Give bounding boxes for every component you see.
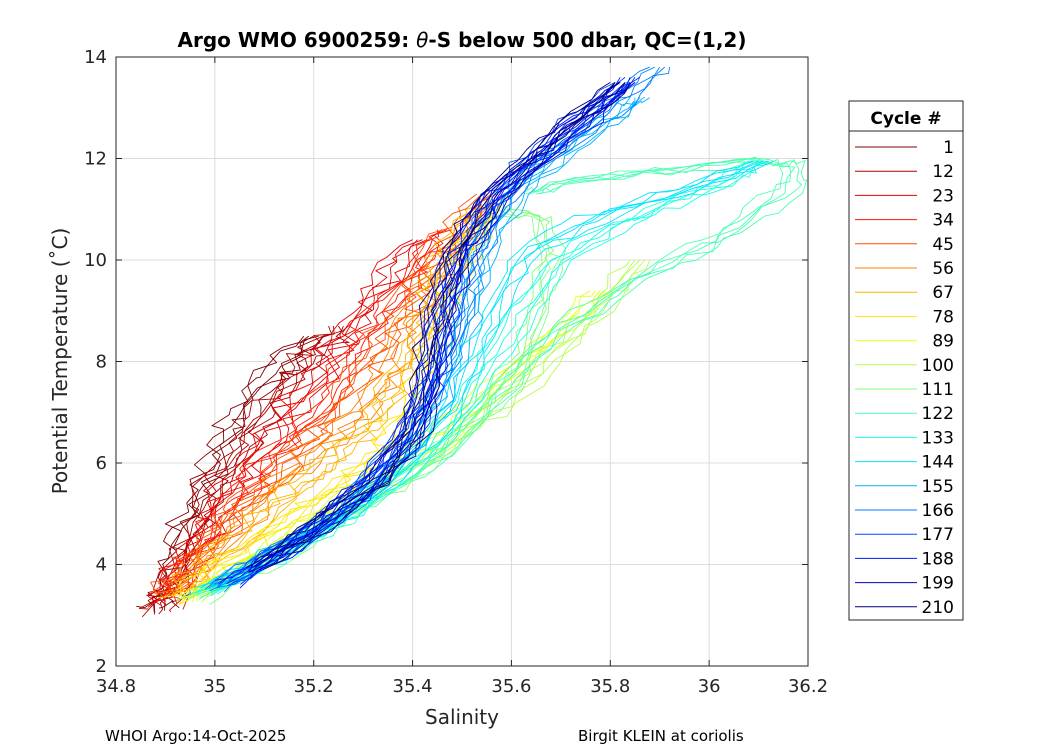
series-cycle-210: [245, 82, 631, 573]
legend: Cycle # 1 12 23 34 45 56 67 78 89 100 111 122 133 144…: [848, 100, 964, 621]
x-tick-label: 36.2: [788, 676, 828, 697]
chart-title: Argo WMO 6900259: θ-S below 500 dbar, QC…: [178, 28, 747, 52]
profile-line: [159, 335, 319, 609]
profile-line: [161, 229, 443, 598]
profile-line: [165, 193, 488, 594]
profile-line: [265, 82, 631, 569]
profile-line: [251, 82, 616, 573]
x-tick-label: 36: [698, 676, 721, 697]
legend-label-177: 177: [922, 525, 954, 545]
legend-label-45: 45: [932, 235, 954, 255]
legend-label-144: 144: [922, 453, 954, 473]
legend-label-56: 56: [932, 259, 954, 279]
profile-line: [228, 82, 626, 582]
legend-label-78: 78: [932, 307, 954, 327]
profile-line: [210, 160, 764, 597]
legend-box: [848, 100, 964, 621]
footer-right: Birgit KLEIN at coriolis: [578, 727, 744, 745]
profile-line: [253, 82, 621, 568]
profile-line: [200, 160, 764, 589]
profile-line: [225, 97, 651, 584]
profile-line: [165, 229, 453, 599]
profile-line: [157, 214, 480, 599]
profile-line: [158, 325, 344, 615]
profile-line: [209, 208, 567, 605]
grid: [116, 57, 808, 666]
x-tick-label: 35.4: [393, 676, 433, 697]
data-series: [136, 66, 808, 618]
profile-line: [211, 160, 774, 592]
profile-line: [210, 160, 808, 594]
y-tick-label: 10: [84, 250, 107, 271]
profile-line: [217, 160, 769, 595]
legend-title: Cycle #: [870, 109, 941, 129]
profile-line: [264, 82, 636, 567]
profile-line: [154, 198, 483, 595]
legend-label-122: 122: [922, 404, 954, 424]
legend-label-188: 188: [922, 549, 954, 569]
x-tick-label: 35.8: [590, 676, 630, 697]
axis-ticks: 34.8 35 35.2 35.4 35.6 35.8 36 36.2 2 4 6 8 10 12 14: [84, 47, 828, 697]
legend-label-100: 100: [922, 356, 954, 376]
profile-line: [213, 82, 621, 585]
x-tick-label: 35.2: [294, 676, 334, 697]
profile-line: [152, 325, 342, 615]
profile-line: [138, 325, 333, 610]
legend-label-23: 23: [932, 186, 954, 206]
legend-label-199: 199: [922, 574, 954, 594]
legend-entries: 1 12 23 34 45 56 67 78 89 100 111 122 133 144 155 166 17…: [855, 138, 954, 618]
y-tick-label: 14: [84, 47, 107, 68]
profile-line: [245, 82, 611, 569]
legend-label-67: 67: [932, 283, 954, 303]
profile-line: [262, 82, 626, 571]
profile-line: [208, 160, 769, 589]
legend-label-166: 166: [922, 501, 954, 521]
profile-line: [141, 325, 335, 618]
legend-label-12: 12: [932, 162, 954, 182]
profile-line: [197, 160, 759, 596]
x-tick-label: 34.8: [96, 676, 136, 697]
legend-label-89: 89: [932, 332, 954, 352]
y-tick-label: 2: [96, 656, 107, 677]
y-axis-label: Potential Temperature (˚C): [48, 228, 72, 495]
legend-label-1: 1: [943, 138, 954, 158]
profile-line: [229, 67, 671, 586]
profile-line: [226, 97, 645, 584]
y-tick-label: 4: [96, 555, 107, 576]
x-tick-label: 35: [203, 676, 226, 697]
x-tick-label: 35.6: [491, 676, 531, 697]
legend-label-111: 111: [922, 380, 954, 400]
profile-line: [216, 81, 616, 588]
legend-label-210: 210: [922, 598, 954, 618]
profile-line: [136, 335, 305, 609]
y-tick-label: 8: [96, 352, 107, 373]
footer-left: WHOI Argo:14-Oct-2025: [105, 727, 286, 745]
legend-label-155: 155: [922, 477, 954, 497]
legend-label-133: 133: [922, 428, 954, 448]
x-axis-label: Salinity: [425, 705, 499, 729]
legend-label-34: 34: [932, 211, 954, 231]
y-tick-label: 12: [84, 149, 107, 170]
plot-area: 34.8 35 35.2 35.4 35.6 35.8 36 36.2 2 4 6 8 10 12 14: [84, 47, 828, 697]
profile-line: [171, 203, 478, 599]
y-tick-label: 6: [96, 453, 107, 474]
